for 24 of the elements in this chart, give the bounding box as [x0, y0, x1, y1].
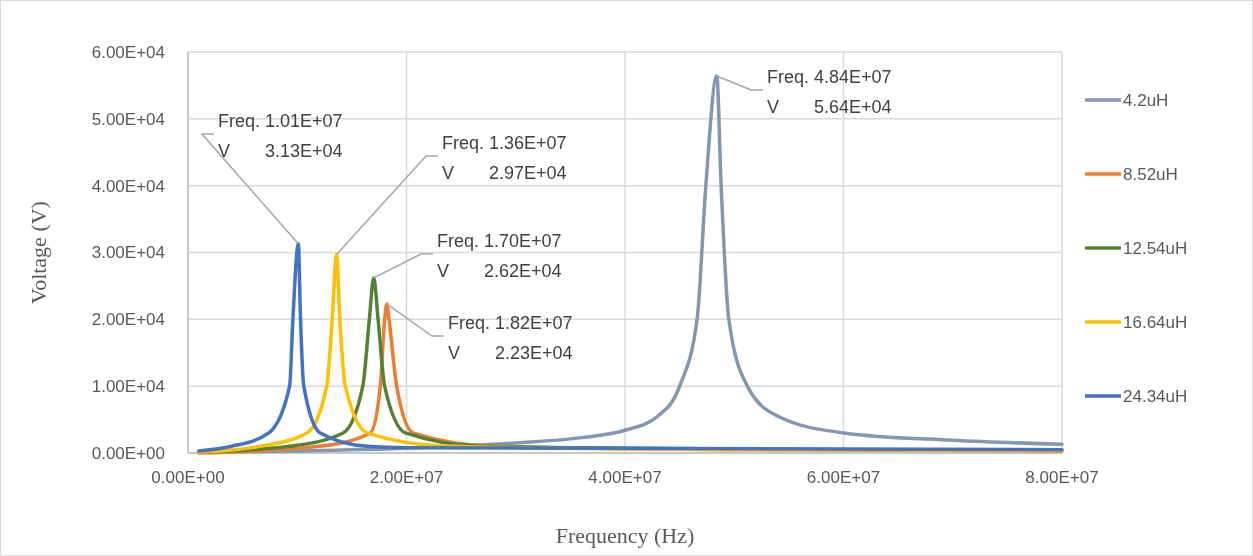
y-tick-label: 2.00E+04	[91, 310, 165, 330]
x-tick-label: 6.00E+07	[806, 468, 881, 487]
annotation: Freq. 1.70E+07 V 2.62E+04	[437, 231, 562, 281]
annotation: Freq. 1.01E+07 V 3.13E+04	[218, 111, 343, 161]
legend-label: 24.34uH	[1123, 386, 1188, 406]
legend-label: 12.54uH	[1123, 238, 1188, 258]
annotation: Freq. 1.36E+07 V 2.97E+04	[442, 133, 567, 183]
legend-label: 4.2uH	[1123, 90, 1169, 110]
y-tick-label: 1.00E+04	[91, 377, 165, 397]
y-tick-label: 0.00E+00	[91, 443, 165, 463]
y-tick-label: 4.00E+04	[91, 176, 165, 196]
x-tick-label: 8.00E+07	[1025, 468, 1099, 487]
x-tick-label: 4.00E+07	[588, 468, 662, 487]
annotation: Freq. 4.84E+07 V 5.64E+04	[767, 67, 892, 117]
y-tick-label: 6.00E+04	[91, 42, 165, 62]
y-axis-title: Voltage (V)	[26, 201, 51, 304]
y-tick-label: 3.00E+04	[91, 243, 165, 263]
x-tick-label: 0.00E+00	[151, 468, 225, 487]
x-tick-label: 2.00E+07	[369, 468, 444, 487]
annotation: Freq. 1.82E+07 V 2.23E+04	[448, 313, 573, 363]
y-tick-label: 5.00E+04	[91, 109, 165, 129]
x-axis-title: Frequency (Hz)	[555, 523, 695, 548]
legend-label: 8.52uH	[1123, 164, 1178, 184]
legend-label: 16.64uH	[1123, 312, 1188, 332]
